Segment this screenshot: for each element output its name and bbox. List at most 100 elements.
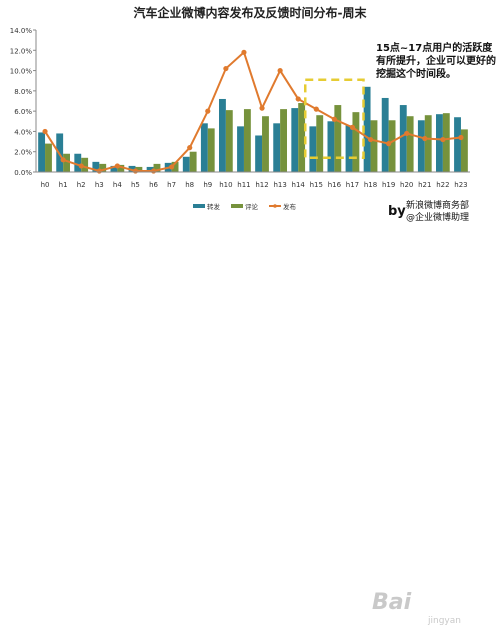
line-point	[277, 67, 283, 74]
x-tick-label: h20	[400, 181, 413, 189]
line-path-publish	[44, 50, 462, 173]
x-tick-label: h4	[113, 181, 122, 189]
bar-repost	[146, 166, 154, 172]
x-tick-label: h18	[364, 181, 377, 189]
line-point	[169, 164, 175, 170]
x-tick-label: h14	[292, 181, 306, 189]
bar-comment	[171, 161, 179, 172]
x-tick-label: h23	[454, 181, 467, 189]
chart-annotation: 15点~17点用户的活跃度有所提升，企业可以更好的挖掘这个时间段。	[376, 43, 496, 80]
line-point	[205, 108, 211, 114]
bar-repost	[363, 86, 371, 172]
bar-comment	[352, 112, 360, 172]
bar-repost	[182, 156, 190, 172]
bar-comment	[81, 157, 89, 172]
y-tick-label: 4.0%	[14, 128, 32, 136]
x-tick-label: h12	[255, 181, 268, 189]
bar-repost	[237, 126, 244, 172]
highlight-rect	[304, 78, 365, 160]
y-axis: 0.0% 2.0% 4.0% 6.0% 8.0% 10.0% 12.0% 14.0%	[10, 27, 37, 177]
credit-line-2: @企业微博助理	[406, 213, 470, 223]
watermark-sub: jingyan	[428, 616, 461, 626]
bar-repost	[436, 114, 443, 172]
line-point	[295, 96, 301, 102]
credit-line-1: 新浪微博商务部	[406, 201, 470, 211]
y-tick-label: 0.0%	[14, 169, 32, 177]
line-point	[404, 130, 410, 137]
x-tick-label: h17	[346, 181, 359, 189]
bar-comment	[45, 143, 52, 172]
credit-by: by	[388, 204, 406, 219]
bar-comment	[316, 115, 324, 172]
line-point	[42, 128, 48, 135]
highlight-box	[304, 78, 365, 160]
x-tick-label: h22	[436, 181, 449, 189]
x-tick-label: h0	[41, 181, 50, 189]
bar-comment	[388, 120, 396, 172]
y-tick-label: 2.0%	[14, 149, 32, 157]
bar-comment	[262, 116, 269, 172]
bar-comment	[460, 129, 468, 172]
legend-label: 评论	[245, 202, 259, 211]
bar-repost	[200, 123, 208, 172]
bar-comment	[99, 163, 107, 172]
line-point	[114, 163, 120, 169]
bar-comment	[117, 164, 125, 172]
bar-repost	[255, 135, 263, 172]
line-point	[349, 124, 356, 130]
watermark-text: Bai	[372, 590, 412, 615]
x-tick-label: h3	[95, 181, 104, 189]
bar-repost	[128, 165, 136, 172]
x-tick-label: h5	[131, 181, 140, 189]
bar-repost	[74, 153, 82, 172]
bar-comment	[207, 128, 215, 172]
watermark-logo: Bai jingyan	[372, 588, 496, 628]
line-point	[132, 168, 139, 174]
x-tick-label: h8	[185, 181, 194, 189]
line-point	[187, 145, 193, 151]
line-point	[386, 141, 392, 147]
line-point	[331, 116, 337, 122]
legend-label: 发布	[283, 202, 297, 211]
x-tick-label: h21	[418, 181, 431, 189]
bar-repost	[381, 97, 389, 172]
bar-comment	[189, 151, 197, 172]
bar-repost	[291, 108, 299, 172]
bar-comment	[334, 105, 342, 172]
bar-comment	[442, 113, 450, 172]
bar-repost	[345, 125, 353, 172]
bar-repost	[454, 117, 461, 172]
bar-repost	[110, 165, 118, 172]
x-tick-label: h6	[149, 181, 158, 189]
line-point	[150, 168, 157, 174]
x-tick-label: h9	[203, 181, 212, 189]
line-point	[458, 134, 464, 141]
line-point	[313, 106, 319, 112]
bar-repost	[399, 105, 407, 172]
line-point	[367, 136, 374, 143]
x-tick-label: h2	[77, 181, 86, 189]
line-point	[422, 135, 428, 142]
bar-comment	[153, 163, 161, 172]
y-tick-label: 12.0%	[10, 47, 33, 55]
line-point	[241, 49, 247, 55]
legend: 转发 评论 发布	[193, 202, 297, 211]
x-tick-label: h19	[382, 181, 395, 189]
x-tick-label: h16	[328, 181, 342, 189]
line-point	[223, 65, 229, 72]
bar-comment	[225, 110, 233, 172]
legend-label: 转发	[207, 202, 221, 211]
line-point	[96, 168, 102, 174]
y-tick-label: 14.0%	[10, 27, 33, 35]
bar-repost	[273, 123, 281, 172]
line-point	[259, 105, 265, 111]
legend-swatch-marker	[273, 204, 277, 208]
legend-swatch-comment	[231, 204, 243, 208]
bar-repost	[38, 132, 46, 172]
bar-comment	[63, 153, 70, 172]
bar-comment	[424, 115, 432, 172]
bar-comment	[406, 116, 414, 172]
chart-title: 汽车企业微博内容发布及反馈时间分布-周末	[133, 6, 367, 20]
bar-comment	[243, 109, 251, 172]
